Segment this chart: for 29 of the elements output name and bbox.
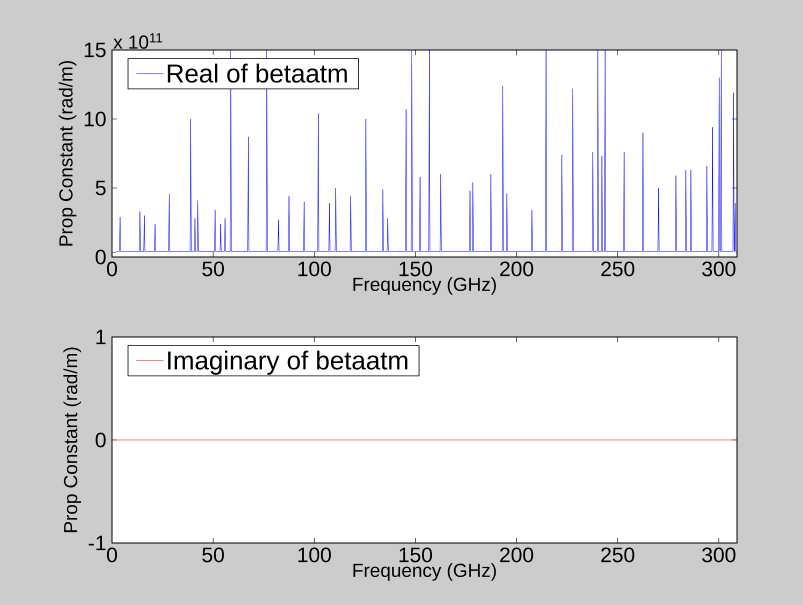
x-tick-label: 200 xyxy=(500,262,534,276)
y-axis-title: Prop Constant (rad/m) xyxy=(58,61,76,246)
x-tick-label: 300 xyxy=(702,548,736,562)
legend-label: Real of betaatm xyxy=(168,64,347,83)
x-tick-label: 250 xyxy=(601,548,634,562)
y-tick-label: -1 xyxy=(88,536,106,550)
line-series xyxy=(112,50,738,254)
x-tick-label: 100 xyxy=(298,262,331,276)
x-tick-label: 300 xyxy=(702,262,736,276)
legend-label: Imaginary of betaatm xyxy=(168,350,408,375)
y-tick-label: 5 xyxy=(96,180,106,196)
y-tick-label: 0 xyxy=(96,432,106,448)
x-tick-label: 100 xyxy=(298,548,331,562)
x-axis-title: Frequency (GHz) xyxy=(353,563,496,581)
text: x 10$^{11}$ xyxy=(113,33,162,49)
y-tick-label: 1 xyxy=(96,330,106,344)
y-tick-label: 15 xyxy=(84,42,106,58)
x-tick-label: 200 xyxy=(500,548,534,562)
x-tick-label: 150 xyxy=(400,262,432,276)
x-tick-label: 0 xyxy=(107,548,117,562)
x-tick-label: 150 xyxy=(400,548,432,562)
y-axis-title: Prop Constant (rad/m) xyxy=(63,348,82,532)
x-tick-label: 250 xyxy=(601,262,634,276)
x-axis-title: Frequency (GHz) xyxy=(353,277,496,295)
y-tick-label: 0 xyxy=(96,250,106,264)
x-tick-label: 50 xyxy=(202,262,224,276)
x-tick-label: 0 xyxy=(107,262,118,276)
x-tick-label: 50 xyxy=(202,548,224,562)
y-tick-label: 10 xyxy=(84,112,106,126)
